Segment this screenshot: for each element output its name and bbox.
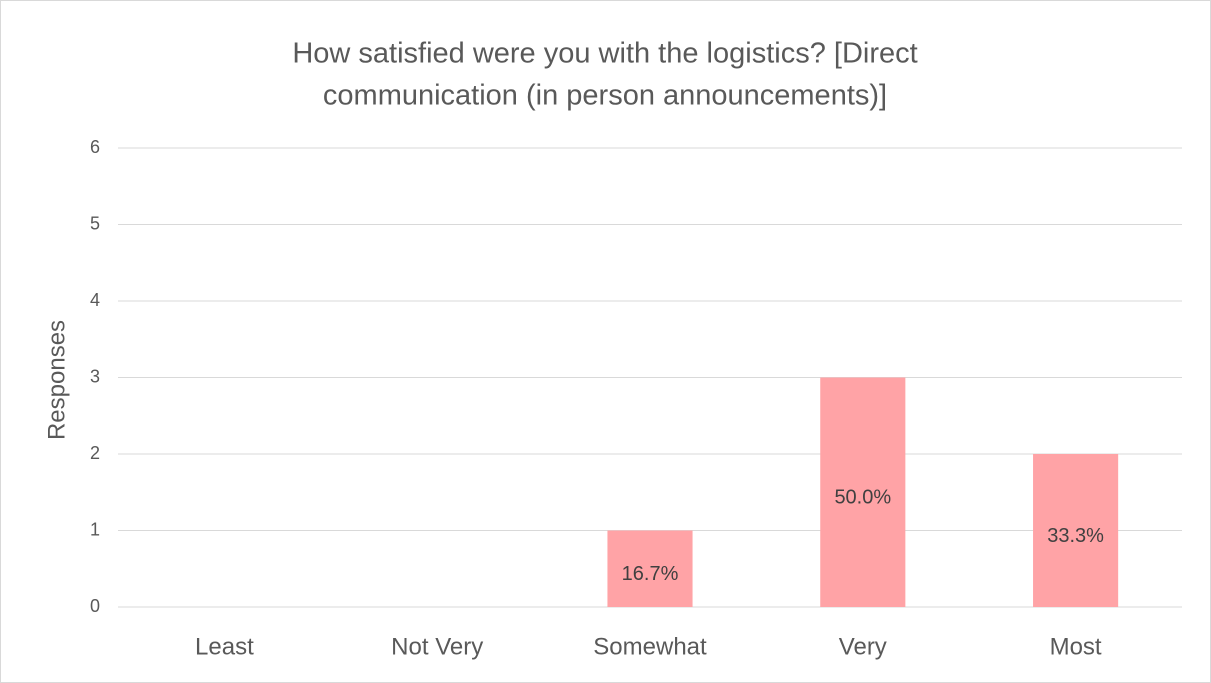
y-tick-label: 6 — [90, 137, 100, 157]
chart-title: communication (in person announcements)] — [323, 80, 887, 112]
y-tick-label: 3 — [90, 366, 100, 386]
data-label: 33.3% — [1047, 525, 1104, 547]
y-tick-label: 2 — [90, 443, 100, 463]
x-tick-label: Not Very — [391, 633, 483, 660]
chart-title: How satisfied were you with the logistic… — [292, 38, 917, 70]
data-label: 50.0% — [834, 487, 891, 509]
x-tick-label: Most — [1050, 633, 1102, 660]
x-tick-label: Very — [839, 633, 887, 660]
y-tick-label: 0 — [90, 596, 100, 616]
data-label: 16.7% — [622, 563, 679, 585]
y-axis-label: Responses — [43, 320, 70, 440]
x-tick-label: Least — [195, 633, 254, 660]
bar — [820, 377, 906, 607]
y-tick-label: 5 — [90, 213, 100, 233]
y-tick-label: 1 — [90, 519, 100, 539]
y-tick-label: 4 — [90, 290, 100, 310]
bar — [607, 530, 693, 607]
bar — [1033, 454, 1119, 607]
x-tick-label: Somewhat — [593, 633, 707, 660]
